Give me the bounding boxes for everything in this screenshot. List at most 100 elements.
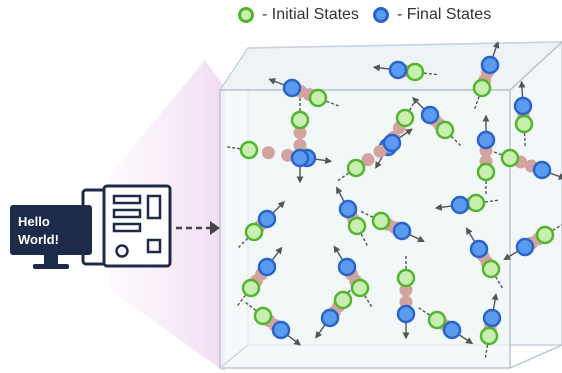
- initial-state-particle: [435, 120, 455, 140]
- monitor-stand-base: [33, 264, 69, 269]
- trajectory-arrow: [272, 201, 285, 214]
- trajectory-tail: [237, 237, 249, 249]
- cube-edge: [219, 344, 249, 369]
- final-state-particle: [257, 257, 277, 277]
- final-state-particle: [420, 105, 440, 125]
- trajectory-tail: [474, 96, 480, 110]
- legend: - Initial States - Final States: [238, 6, 491, 24]
- trajectory-arrow: [434, 203, 452, 211]
- initial-state-particle: [395, 108, 415, 128]
- trajectory-tail: [360, 210, 374, 218]
- final-state-swatch: [372, 7, 389, 23]
- final-state-particle: [450, 195, 470, 215]
- trajectory-tail: [326, 100, 339, 107]
- initial-state-particle: [466, 193, 486, 213]
- trajectory-arrow: [315, 324, 326, 339]
- computer-to-cube-arrowhead: [210, 221, 220, 235]
- intermediate-state-particle: [399, 295, 413, 309]
- initial-state-particle: [253, 306, 273, 326]
- initial-state-particle: [476, 162, 496, 182]
- computer-icon: Hello World!: [10, 184, 172, 269]
- monitor-text-line2: World!: [18, 232, 59, 247]
- trajectory-tail: [484, 199, 498, 203]
- legend-final-states: - Final States: [372, 6, 492, 24]
- server-slot: [146, 238, 162, 254]
- trajectory-tail: [450, 135, 462, 147]
- trajectory-tail: [495, 276, 503, 289]
- intermediate-state-particle: [261, 146, 275, 160]
- monitor-text-line1: Hello: [18, 214, 50, 229]
- final-state-particle: [532, 160, 552, 180]
- trajectory-tail: [227, 146, 241, 150]
- trajectory-arrow: [315, 157, 333, 164]
- initial-state-particle: [333, 290, 353, 310]
- trajectory-arrow: [409, 234, 425, 243]
- initial-state-particle: [308, 88, 328, 108]
- trajectory-arrow: [503, 251, 518, 261]
- trajectory-arrow: [491, 292, 499, 310]
- initial-state-swatch: [238, 7, 254, 23]
- intermediate-state-particle: [373, 144, 387, 158]
- trajectory-tail: [523, 132, 526, 147]
- trajectory-arrow: [268, 78, 284, 86]
- particle-trajectories: [227, 41, 562, 358]
- server-slot: [112, 222, 142, 233]
- final-state-particle: [515, 237, 535, 257]
- final-state-particle: [388, 60, 408, 80]
- initial-state-particle: [427, 310, 447, 330]
- monitor-screen: [10, 205, 92, 255]
- server-slot: [146, 194, 162, 220]
- final-state-particle: [476, 130, 496, 150]
- server-button: [115, 244, 129, 258]
- trajectory-arrow: [459, 334, 474, 345]
- trajectory-arrow: [287, 334, 302, 346]
- trajectory-arrow: [412, 97, 425, 110]
- initial-state-particle: [239, 140, 259, 160]
- final-state-particle: [282, 78, 302, 98]
- initial-state-particle: [472, 78, 492, 98]
- initial-state-particle: [371, 211, 391, 231]
- server-slot: [112, 194, 142, 205]
- initial-state-particle: [350, 278, 370, 298]
- intermediate-state-particle: [293, 138, 307, 152]
- final-state-particle: [320, 308, 340, 328]
- legend-final-label: - Final States: [396, 6, 492, 23]
- trajectory-tail: [423, 72, 437, 76]
- final-state-particle: [480, 55, 500, 75]
- server-slot: [112, 208, 142, 219]
- final-state-particle: [469, 239, 489, 259]
- initial-state-particle: [479, 326, 499, 346]
- trajectory-arrow: [518, 80, 526, 98]
- trajectory-tail: [552, 223, 562, 231]
- intermediate-state-particle: [399, 283, 413, 297]
- trajectory-arrow: [465, 227, 475, 242]
- initial-state-particle: [481, 259, 501, 279]
- trajectory-tail: [237, 294, 247, 306]
- initial-state-particle: [347, 216, 367, 236]
- final-state-particle: [482, 308, 502, 328]
- final-state-particle: [338, 199, 358, 219]
- initial-state-particle: [535, 225, 555, 245]
- trajectory-arrow: [372, 64, 390, 72]
- initial-state-particle: [500, 148, 520, 168]
- final-state-particle: [442, 320, 462, 340]
- legend-initial-states: - Initial States: [238, 6, 359, 24]
- trajectory-arrow: [336, 186, 345, 202]
- final-state-particle: [290, 148, 310, 168]
- cube-edge: [509, 344, 562, 369]
- initial-state-particle: [290, 110, 310, 130]
- initial-state-particle: [405, 62, 425, 82]
- trajectory-arrow: [492, 41, 500, 57]
- final-state-particle: [513, 96, 533, 116]
- trajectory-arrow: [333, 245, 343, 260]
- initial-state-particle: [514, 114, 534, 134]
- final-state-particle: [271, 320, 291, 340]
- trajectory-tail: [245, 301, 257, 312]
- final-state-particle: [382, 133, 402, 153]
- trajectory-tail: [418, 307, 430, 316]
- monitor-stand-neck: [44, 255, 58, 265]
- legend-initial-label: - Initial States: [262, 6, 359, 23]
- final-state-particle: [396, 304, 416, 324]
- initial-state-particle: [244, 222, 264, 242]
